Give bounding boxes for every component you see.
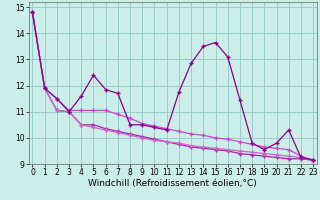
X-axis label: Windchill (Refroidissement éolien,°C): Windchill (Refroidissement éolien,°C): [88, 179, 257, 188]
